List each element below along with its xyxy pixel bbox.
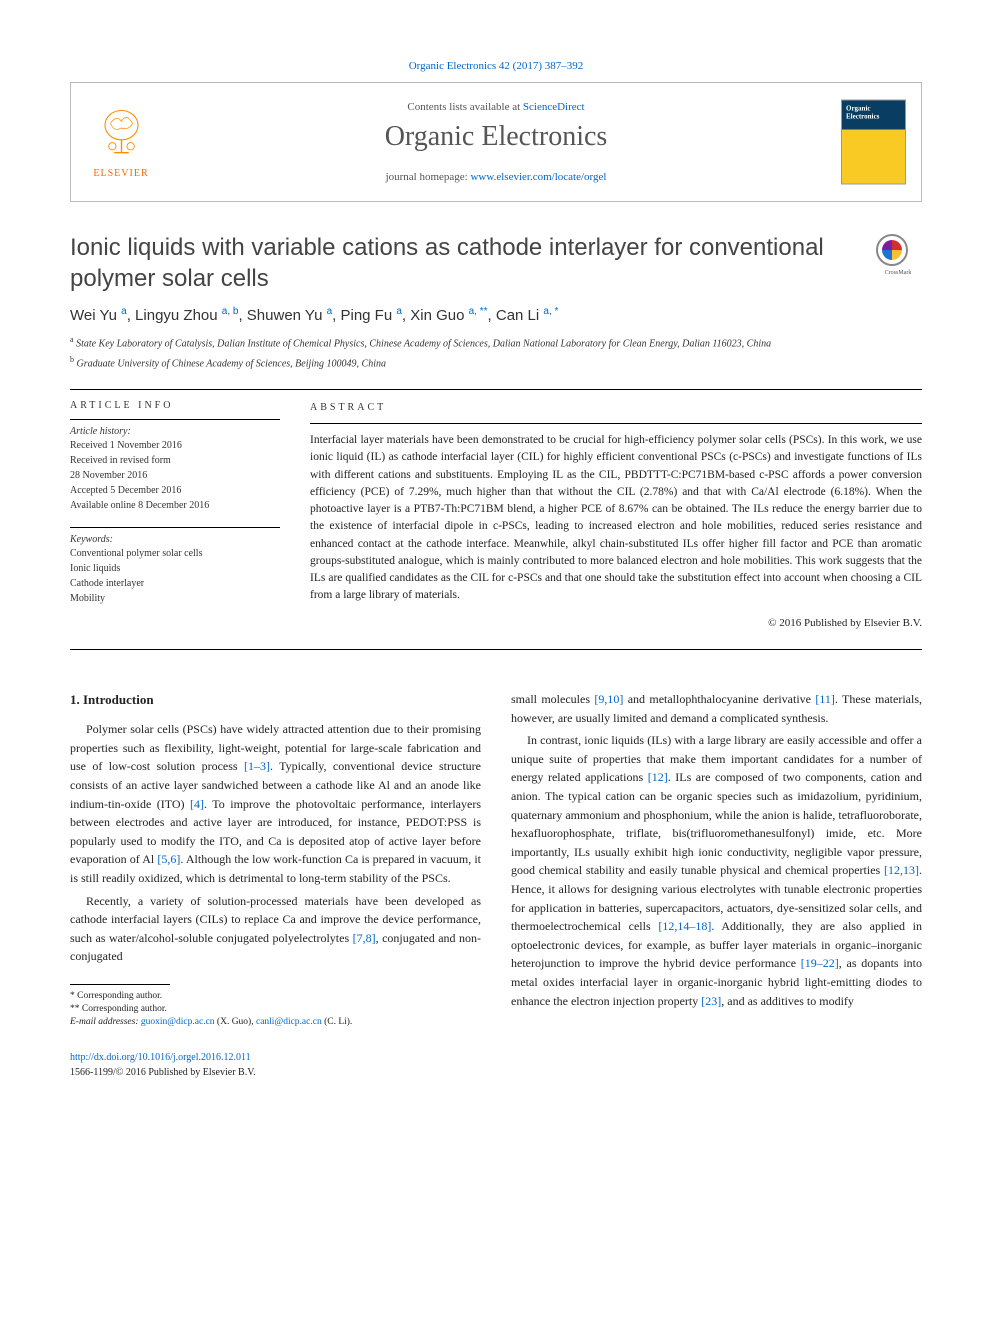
citation-ref[interactable]: [11] xyxy=(815,692,835,706)
citation-ref[interactable]: [9,10] xyxy=(594,692,623,706)
author-list: Wei Yu a, Lingyu Zhou a, b, Shuwen Yu a,… xyxy=(70,306,922,324)
article-info-heading: article info xyxy=(70,400,280,411)
keyword: Ionic liquids xyxy=(70,562,280,576)
abstract-text: Interfacial layer materials have been de… xyxy=(310,432,922,605)
corresponding-note: * Corresponding author. xyxy=(70,990,481,1003)
elsevier-brand: ELSEVIER xyxy=(86,168,156,179)
svg-text:CrossMark: CrossMark xyxy=(885,270,912,276)
elsevier-logo: ELSEVIER xyxy=(86,105,156,179)
citation-ref[interactable]: [19–22] xyxy=(801,956,839,970)
body-column-left: 1. Introduction Polymer solar cells (PSC… xyxy=(70,690,481,1081)
email-link[interactable]: guoxin@dicp.ac.cn xyxy=(141,1017,215,1027)
citation-ref[interactable]: [12] xyxy=(648,770,668,784)
citation-ref[interactable]: [7,8] xyxy=(353,931,376,945)
journal-header: ELSEVIER Organic Electronics Contents li… xyxy=(70,82,922,202)
history-line: Received 1 November 2016 xyxy=(70,439,280,453)
paragraph: small molecules [9,10] and metallophthal… xyxy=(511,690,922,727)
history-line: Accepted 5 December 2016 xyxy=(70,484,280,498)
affiliation: b Graduate University of Chinese Academy… xyxy=(70,354,922,371)
keyword: Cathode interlayer xyxy=(70,577,280,591)
article-info-column: article info Article history: Received 1… xyxy=(70,400,280,631)
citation-ref[interactable]: [12,14–18] xyxy=(658,919,711,933)
contents-list-line: Contents lists available at ScienceDirec… xyxy=(91,101,901,113)
elsevier-tree-icon xyxy=(94,105,149,160)
body-column-right: small molecules [9,10] and metallophthal… xyxy=(511,690,922,1081)
journal-name: Organic Electronics xyxy=(91,121,901,153)
paragraph: In contrast, ionic liquids (ILs) with a … xyxy=(511,731,922,1010)
citation-ref[interactable]: [23] xyxy=(701,994,721,1008)
affiliation: a State Key Laboratory of Catalysis, Dal… xyxy=(70,334,922,351)
journal-homepage: journal homepage: www.elsevier.com/locat… xyxy=(91,171,901,183)
corresponding-note: ** Corresponding author. xyxy=(70,1003,481,1016)
doi-block: http://dx.doi.org/10.1016/j.orgel.2016.1… xyxy=(70,1050,481,1081)
section-heading: 1. Introduction xyxy=(70,690,481,710)
history-line: 28 November 2016 xyxy=(70,469,280,483)
history-line: Received in revised form xyxy=(70,454,280,468)
paragraph: Polymer solar cells (PSCs) have widely a… xyxy=(70,720,481,887)
rule xyxy=(70,419,280,420)
citation-ref[interactable]: [4] xyxy=(190,797,204,811)
article-title: Ionic liquids with variable cations as c… xyxy=(70,232,854,294)
doi-link[interactable]: http://dx.doi.org/10.1016/j.orgel.2016.1… xyxy=(70,1052,251,1063)
citation-ref[interactable]: [1–3] xyxy=(244,759,270,773)
citation-ref[interactable]: [5,6] xyxy=(157,852,180,866)
citation-ref[interactable]: [12,13] xyxy=(884,863,919,877)
history-line: Available online 8 December 2016 xyxy=(70,499,280,513)
rule xyxy=(310,423,922,424)
email-link[interactable]: canli@dicp.ac.cn xyxy=(256,1017,322,1027)
affiliations: a State Key Laboratory of Catalysis, Dal… xyxy=(70,334,922,371)
abstract-copyright: © 2016 Published by Elsevier B.V. xyxy=(310,615,922,632)
citation-line: Organic Electronics 42 (2017) 387–392 xyxy=(70,60,922,72)
footnotes: * Corresponding author. ** Corresponding… xyxy=(70,990,481,1030)
paragraph: Recently, a variety of solution-processe… xyxy=(70,892,481,966)
homepage-link[interactable]: www.elsevier.com/locate/orgel xyxy=(470,171,606,183)
keywords-label: Keywords: xyxy=(70,534,280,545)
history-label: Article history: xyxy=(70,426,280,437)
abstract-heading: abstract xyxy=(310,400,922,415)
crossmark-icon[interactable]: CrossMark xyxy=(874,232,922,280)
rule xyxy=(70,649,922,650)
journal-cover-thumb: Organic Electronics xyxy=(841,100,906,185)
keyword: Conventional polymer solar cells xyxy=(70,547,280,561)
issn-line: 1566-1199/© 2016 Published by Elsevier B… xyxy=(70,1065,481,1081)
rule xyxy=(70,527,280,528)
keyword: Mobility xyxy=(70,592,280,606)
rule xyxy=(70,389,922,390)
email-line: E-mail addresses: guoxin@dicp.ac.cn (X. … xyxy=(70,1016,481,1029)
abstract-column: abstract Interfacial layer materials hav… xyxy=(310,400,922,631)
sciencedirect-link[interactable]: ScienceDirect xyxy=(523,101,585,113)
footnote-rule xyxy=(70,984,170,985)
